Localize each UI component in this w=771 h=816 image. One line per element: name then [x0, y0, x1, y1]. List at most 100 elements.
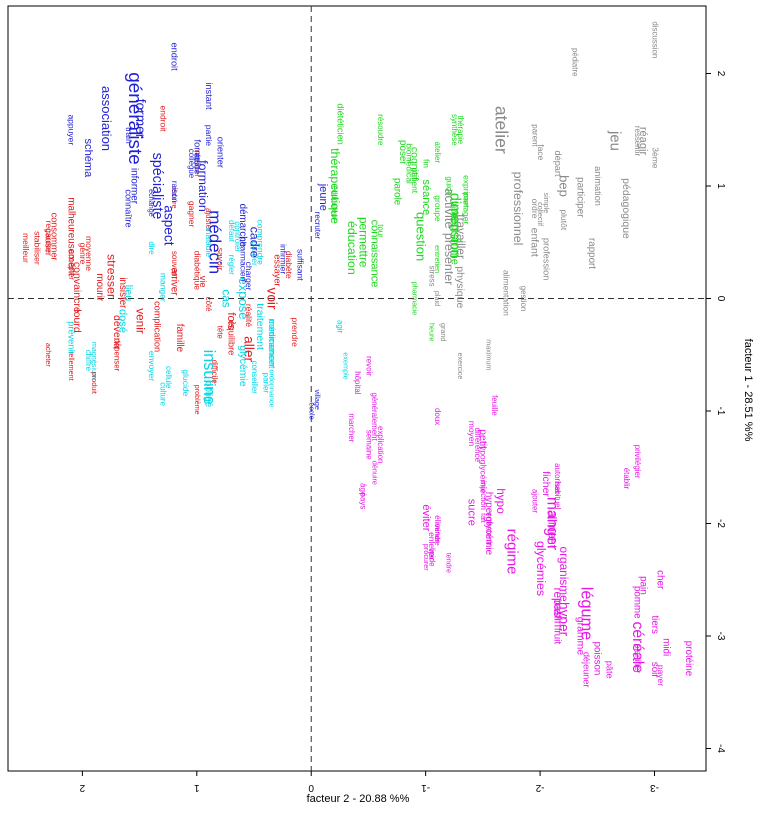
word-label: poser [397, 140, 408, 165]
word-label: injection [479, 481, 488, 510]
word-label: ressentir [633, 126, 642, 157]
word-label: connaissance [368, 220, 380, 288]
word-label: cognitif [408, 147, 420, 180]
word-label: permettre [357, 217, 371, 268]
word-label: âgé [359, 483, 368, 497]
word-label: devenir [111, 315, 123, 350]
word-label: dénuire [370, 461, 379, 485]
word-label: fait [479, 513, 488, 523]
word-label: diabète [284, 251, 294, 279]
word-label: complication [152, 301, 162, 352]
plot-frame [7, 5, 707, 772]
word-label: marcher [347, 413, 356, 442]
word-label: train [124, 127, 134, 144]
word-label: contrôler [233, 221, 242, 252]
word-label: convaincre [71, 262, 83, 313]
word-label: explication [376, 426, 385, 463]
word-label: médicament [267, 318, 277, 368]
word-label: traitement [254, 303, 266, 350]
word-label: enlever [427, 532, 437, 560]
word-label: envoyer [147, 351, 157, 381]
word-label: fruit [552, 628, 563, 645]
word-label: jeune [317, 183, 329, 211]
word-label: ajouter [530, 489, 539, 513]
word-label: instant [204, 82, 214, 110]
word-label: souvent [170, 251, 179, 279]
word-label: régime [504, 529, 521, 575]
word-label: stabiliser [32, 231, 42, 265]
word-label: céréale [629, 621, 646, 673]
word-label: partie [204, 125, 214, 147]
word-label: vendre [433, 524, 442, 546]
word-label: pain [638, 576, 649, 595]
word-label: étude [193, 153, 203, 175]
x-tick-label: -1 [715, 407, 726, 416]
word-label: genre [78, 243, 88, 265]
word-label: fin [421, 159, 431, 168]
word-label: présenter [442, 233, 456, 285]
word-label: participer [575, 177, 586, 218]
word-label: lourd [71, 309, 83, 333]
word-label: hôpital [353, 371, 362, 394]
word-label: maximum [485, 339, 494, 370]
word-label: village [313, 390, 322, 410]
word-label: consommer [49, 213, 59, 261]
word-label: entretenir [485, 512, 494, 546]
word-label: parent [530, 124, 539, 147]
word-label: partager [461, 193, 471, 225]
word-label: pâte [604, 661, 614, 679]
word-label: stress [427, 265, 436, 286]
word-label: diabétique [193, 251, 203, 291]
word-label: lipide [427, 548, 436, 567]
word-label: équilibre [227, 321, 237, 356]
word-label: rattraper [193, 150, 202, 178]
word-label: tête [216, 326, 225, 340]
word-label: connaître [124, 189, 134, 227]
word-label: médecin [206, 210, 225, 274]
word-label: démarche [237, 204, 248, 248]
word-label: endroit [158, 106, 168, 133]
x-tick-label: 1 [715, 183, 726, 189]
word-label: hyper [556, 602, 571, 637]
word-label: alimentation [502, 270, 512, 316]
word-label: heure [427, 323, 436, 341]
word-label: malheureusement [65, 197, 76, 276]
word-label: doux [433, 408, 442, 425]
word-label: régler [227, 255, 236, 276]
word-label: cher [655, 570, 666, 590]
word-label: activité [442, 188, 457, 228]
word-label: repas [551, 588, 565, 618]
word-label: école [307, 402, 316, 419]
word-label: travailler [454, 214, 468, 259]
word-label: aliment [545, 510, 559, 549]
word-label: raison [170, 181, 179, 203]
word-label: savoir [215, 248, 225, 271]
word-label: famille [174, 324, 185, 353]
word-label: spécialiste [149, 153, 165, 220]
word-label: appuyer [67, 114, 77, 145]
x-axis-label: facteur 1 - 28.51 %% [742, 339, 754, 442]
word-label: hypoglycémie [479, 441, 489, 493]
word-label: garder [250, 241, 260, 266]
word-label: plutôt [559, 209, 569, 230]
word-label: collectif [536, 202, 545, 226]
word-label: autoriser [553, 463, 562, 494]
word-label: pharmacie [410, 282, 419, 316]
y-axis-label: facteur 2 - 20.88 %% [307, 793, 410, 805]
word-label: dépenser [113, 338, 122, 371]
word-label: pays [359, 493, 368, 510]
word-label: association [99, 86, 114, 151]
word-label: tiers [649, 615, 660, 634]
word-label: regarder [44, 221, 54, 253]
word-label: aspect [162, 205, 177, 246]
word-label: stresser [105, 254, 119, 298]
word-label: pédiatre [570, 48, 579, 77]
word-label: vie [198, 276, 208, 288]
word-label: établir [622, 468, 631, 490]
word-label: exercice [456, 353, 465, 380]
word-label: pédagogique [620, 178, 632, 239]
word-label: revoir [364, 356, 373, 376]
word-label: éducateur [330, 185, 339, 220]
word-label: grand [439, 323, 448, 341]
word-label: groupe [433, 195, 443, 222]
